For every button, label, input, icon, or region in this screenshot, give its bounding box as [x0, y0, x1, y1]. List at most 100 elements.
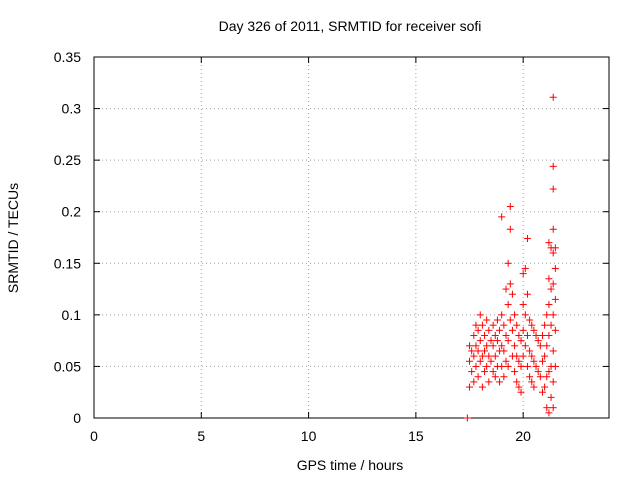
data-point	[474, 347, 482, 355]
y-tick-label: 0.2	[62, 204, 82, 220]
data-point	[521, 311, 529, 319]
data-point	[549, 93, 557, 101]
x-tick-label: 10	[301, 428, 317, 444]
data-point	[551, 295, 559, 303]
data-point	[549, 162, 557, 170]
data-point	[504, 259, 512, 267]
data-point	[500, 373, 508, 381]
data-point	[489, 342, 497, 350]
data-point	[470, 331, 478, 339]
data-point	[549, 404, 557, 412]
data-point	[541, 321, 549, 329]
data-point	[502, 331, 510, 339]
data-point	[493, 337, 501, 345]
data-point	[474, 373, 482, 381]
data-point	[504, 337, 512, 345]
data-point	[532, 362, 540, 370]
data-point	[500, 347, 508, 355]
data-point	[549, 378, 557, 386]
data-point	[513, 321, 521, 329]
data-point	[551, 326, 559, 334]
data-point	[528, 321, 536, 329]
data-point	[543, 404, 551, 412]
y-tick-label: 0.35	[54, 49, 81, 65]
data-point	[538, 357, 546, 365]
data-point	[545, 368, 553, 376]
data-point	[519, 301, 527, 309]
data-point	[528, 378, 536, 386]
data-point	[551, 264, 559, 272]
data-point	[476, 311, 484, 319]
y-axis-label: SRMTID / TECUs	[5, 183, 21, 293]
data-points	[463, 93, 559, 422]
plot-area-border	[93, 56, 610, 419]
data-point	[489, 368, 497, 376]
data-point	[489, 321, 497, 329]
data-point	[521, 342, 529, 350]
data-point	[493, 316, 501, 324]
data-point	[466, 383, 474, 391]
data-point	[491, 373, 499, 381]
data-point	[478, 352, 486, 360]
data-point	[515, 383, 523, 391]
data-point	[545, 239, 553, 247]
data-point	[506, 316, 514, 324]
data-point	[543, 342, 551, 350]
chart-title: Day 326 of 2011, SRMTID for receiver sof…	[219, 18, 482, 34]
y-axis-tick-labels: 0 0.05 0.1 0.15 0.2 0.25 0.3 0.35	[54, 49, 81, 426]
data-point	[528, 352, 536, 360]
data-point	[485, 378, 493, 386]
data-point	[500, 321, 508, 329]
data-point	[515, 357, 523, 365]
data-point	[485, 352, 493, 360]
x-axis-tick-labels: 0 5 10 15 20	[90, 428, 531, 444]
data-point	[538, 388, 546, 396]
data-point	[472, 342, 480, 350]
data-point	[532, 331, 540, 339]
data-point	[496, 378, 504, 386]
y-tick-label: 0	[73, 410, 81, 426]
data-point	[496, 326, 504, 334]
y-tick-label: 0.15	[54, 255, 81, 271]
data-point	[534, 368, 542, 376]
data-point	[541, 352, 549, 360]
data-point	[549, 311, 557, 319]
data-point	[517, 362, 525, 370]
data-point	[472, 362, 480, 370]
data-point	[483, 342, 491, 350]
data-point	[513, 378, 521, 386]
data-point	[541, 383, 549, 391]
x-tick-label: 20	[515, 428, 531, 444]
data-point	[468, 368, 476, 376]
data-point	[551, 362, 559, 370]
data-point	[481, 368, 489, 376]
data-point	[549, 249, 557, 257]
x-axis-label: GPS time / hours	[297, 457, 404, 473]
data-point	[498, 342, 506, 350]
data-point	[468, 347, 476, 355]
x-tick-label: 5	[197, 428, 205, 444]
data-point	[470, 352, 478, 360]
data-point	[498, 362, 506, 370]
data-point	[476, 357, 484, 365]
data-point	[538, 331, 546, 339]
data-point	[530, 326, 538, 334]
data-point	[498, 311, 506, 319]
data-point	[547, 285, 555, 293]
data-point	[463, 414, 471, 422]
y-tick-label: 0.05	[54, 358, 81, 374]
y-tick-label: 0.1	[62, 307, 82, 323]
data-point	[545, 331, 553, 339]
data-point	[498, 213, 506, 221]
data-point	[523, 362, 531, 370]
data-point	[491, 331, 499, 339]
y-tick-label: 0.25	[54, 152, 81, 168]
data-point	[511, 342, 519, 350]
data-point	[545, 409, 553, 417]
data-point	[504, 362, 512, 370]
grid-lines	[94, 57, 609, 418]
data-point	[526, 347, 534, 355]
data-point	[517, 388, 525, 396]
data-point	[549, 225, 557, 233]
